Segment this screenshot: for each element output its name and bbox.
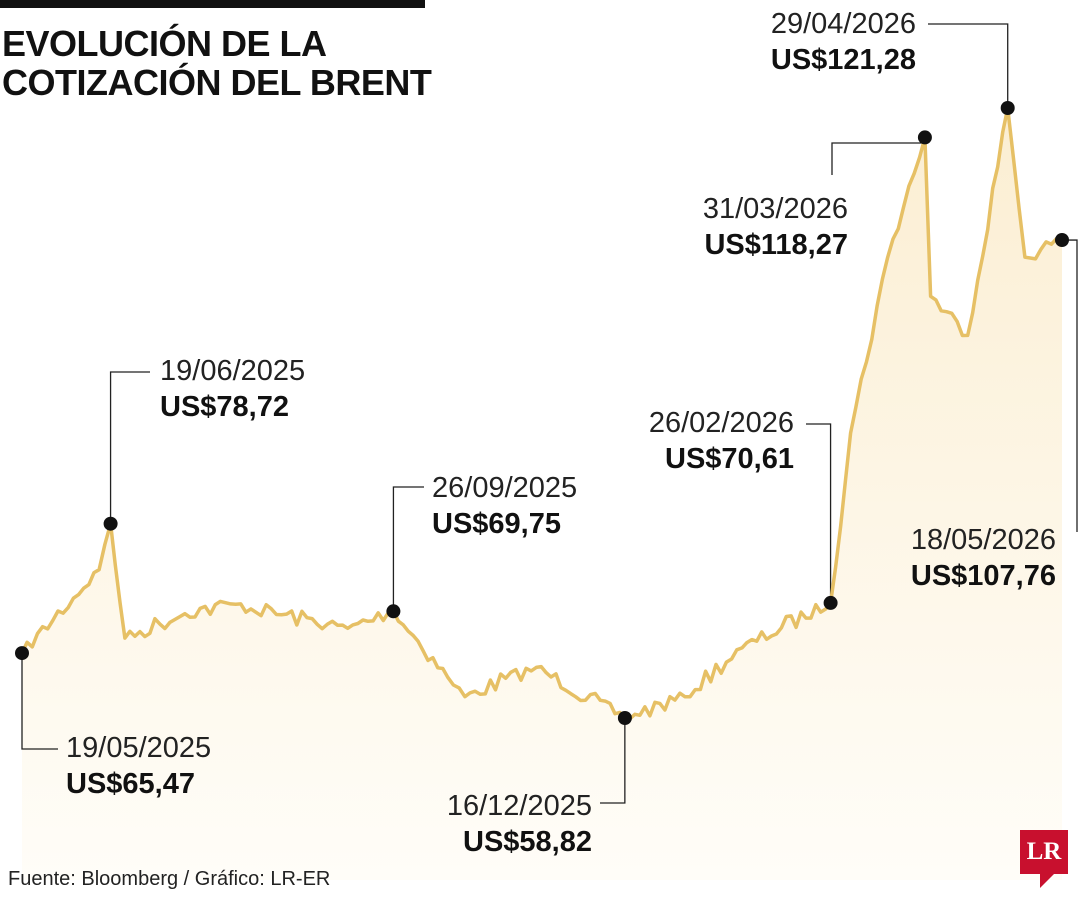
annotation-leader-4 xyxy=(600,718,626,804)
annotation-date-1: 19/05/2025 xyxy=(66,732,211,764)
annotation-date-8: 18/05/2026 xyxy=(911,524,1056,556)
chart-title-line-1: EVOLUCIÓN DE LA xyxy=(2,23,327,64)
annotation-leader-2 xyxy=(109,371,150,524)
annotation-leader-7 xyxy=(928,23,1009,108)
lr-logo-text: LR xyxy=(1026,838,1062,865)
annotation-marker-7 xyxy=(1000,101,1015,115)
top-rule xyxy=(0,0,425,8)
annotation-date-5: 26/02/2026 xyxy=(649,407,794,439)
price-series-line xyxy=(20,106,1063,721)
annotation-leader-3 xyxy=(392,486,424,612)
annotation-value-2: US$78,72 xyxy=(160,391,289,423)
annotation-date-7: 29/04/2026 xyxy=(771,8,916,40)
annotation-date-4: 16/12/2025 xyxy=(447,790,592,822)
price-area-fill xyxy=(22,108,1062,880)
annotation-leader-1 xyxy=(21,653,58,750)
annotation-marker-4 xyxy=(617,711,632,725)
chart-title: EVOLUCIÓN DE LA COTIZACIÓN DEL BRENT xyxy=(2,23,432,103)
annotation-date-6: 31/03/2026 xyxy=(703,193,848,225)
annotation-value-4: US$58,82 xyxy=(463,826,592,858)
annotation-date-2: 19/06/2025 xyxy=(160,355,305,387)
annotation-leader-5 xyxy=(806,423,832,603)
annotation-marker-8 xyxy=(1055,233,1069,247)
annotation-marker-6 xyxy=(917,130,932,145)
annotation-value-5: US$70,61 xyxy=(665,443,794,475)
source-credit: Fuente: Bloomberg / Gráfico: LR-ER xyxy=(8,868,331,890)
annotation-leader-6 xyxy=(831,137,926,175)
annotation-marker-5 xyxy=(823,595,838,610)
annotation-value-6: US$118,27 xyxy=(704,229,848,261)
annotation-marker-3 xyxy=(386,604,401,619)
chart-title-line-2: COTIZACIÓN DEL BRENT xyxy=(2,62,432,103)
annotation-marker-2 xyxy=(103,516,118,531)
annotation-value-7: US$121,28 xyxy=(771,44,916,76)
annotation-date-3: 26/09/2025 xyxy=(432,472,577,504)
lr-logo: LR xyxy=(1020,830,1068,874)
annotation-marker-1 xyxy=(15,646,29,661)
annotation-leader-8 xyxy=(1062,239,1078,532)
annotation-value-8: US$107,76 xyxy=(911,560,1056,592)
lr-logo-tail xyxy=(1040,874,1054,888)
annotation-value-1: US$65,47 xyxy=(66,768,195,800)
annotation-value-3: US$69,75 xyxy=(432,508,561,540)
